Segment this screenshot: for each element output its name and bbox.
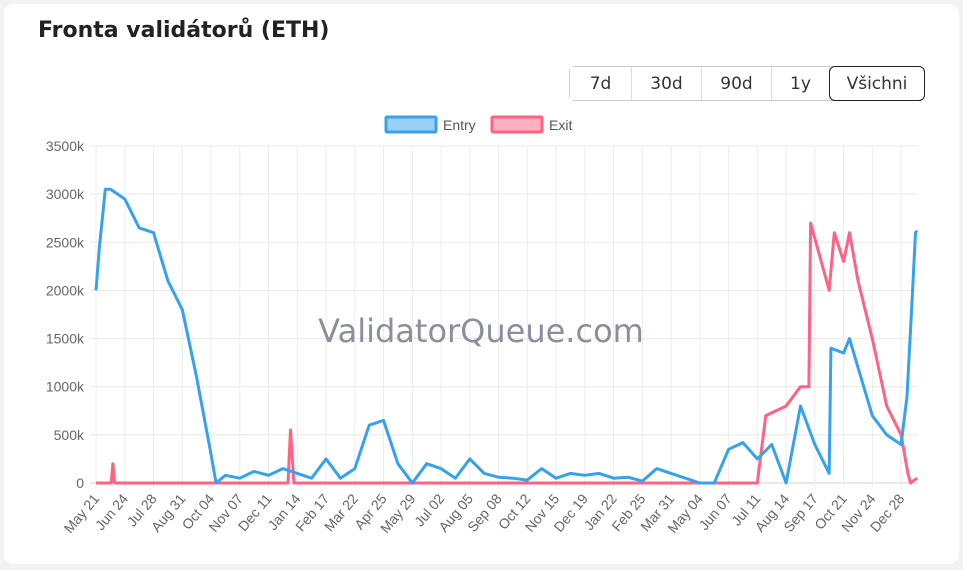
series-line-entry <box>94 187 919 485</box>
y-tick-label: 500k <box>54 427 85 443</box>
legend-label-exit: Exit <box>549 117 572 133</box>
range-selector: 7d 30d 90d 1y Všichni <box>569 66 925 101</box>
range-1y-button[interactable]: 1y <box>772 67 830 100</box>
legend-label-entry: Entry <box>443 117 476 133</box>
y-tick-label: 3500k <box>46 138 85 154</box>
y-tick-label: 1000k <box>46 379 85 395</box>
page-title: Fronta validátorů (ETH) <box>38 18 330 43</box>
y-tick-label: 3000k <box>46 186 85 202</box>
watermark: ValidatorQueue.com <box>318 312 644 350</box>
range-90d-button[interactable]: 90d <box>702 67 772 100</box>
x-tick-label: May 21 <box>61 490 103 536</box>
range-all-button[interactable]: Všichni <box>829 66 925 101</box>
y-tick-label: 1500k <box>46 331 85 347</box>
range-30d-button[interactable]: 30d <box>632 67 702 100</box>
x-tick-label: Jun 24 <box>92 490 131 533</box>
x-tick-label: Jun 07 <box>696 490 735 533</box>
legend-swatch-entry <box>384 115 438 134</box>
legend-swatch-exit <box>490 115 544 134</box>
y-tick-label: 2500k <box>46 234 85 250</box>
y-tick-label: 2000k <box>46 282 85 298</box>
series-line-exit <box>96 221 919 485</box>
y-tick-label: 0 <box>76 475 84 491</box>
range-7d-button[interactable]: 7d <box>570 67 632 100</box>
